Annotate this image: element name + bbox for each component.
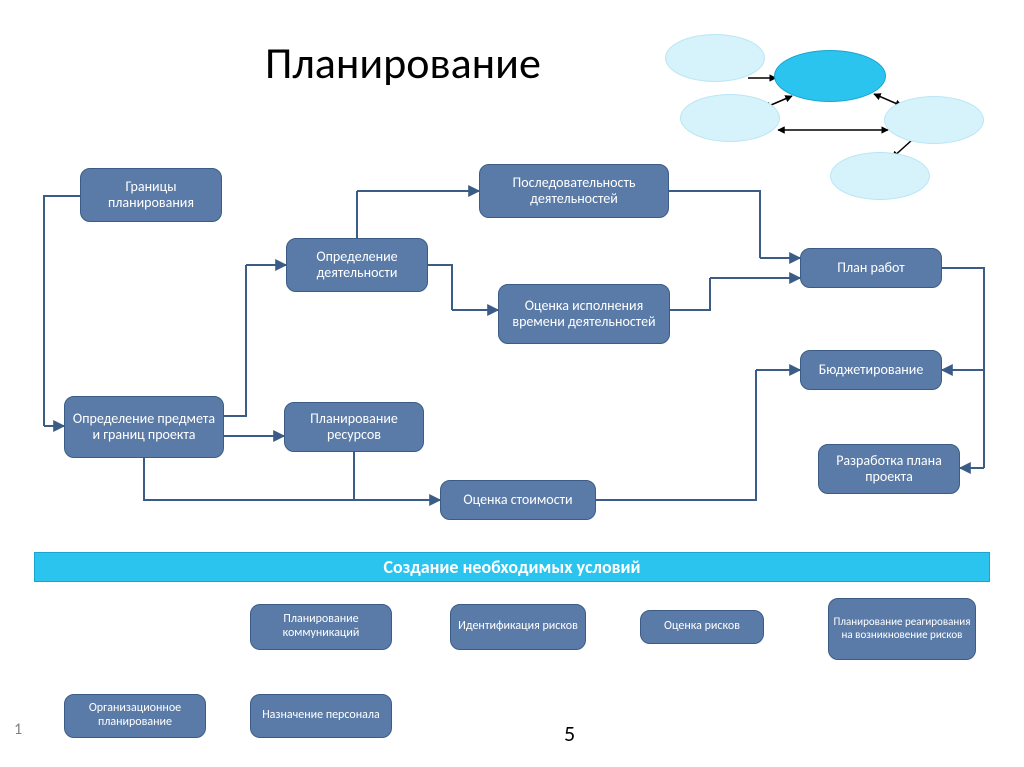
flow-node-org_plan: Организационное планирование — [64, 694, 206, 738]
flow-node-staff_assign: Назначение персонала — [250, 694, 392, 738]
left-footer-number: 1 — [14, 720, 22, 739]
conditions-banner: Создание необходимых условий — [34, 552, 990, 582]
page-number: 5 — [564, 720, 575, 747]
flow-node-boundaries: Границы планирования — [80, 168, 222, 222]
flow-node-comm_plan: Планирование коммуникаций — [250, 604, 392, 650]
flow-node-risk_id: Идентификация рисков — [450, 604, 586, 650]
deco-ellipse-4 — [830, 152, 930, 200]
deco-ellipse-1 — [774, 50, 886, 102]
flow-node-sequence: Последовательность деятельностей — [479, 164, 669, 218]
deco-ellipse-2 — [680, 94, 780, 142]
slide-title: Планирование — [265, 36, 541, 90]
deco-ellipse-0 — [665, 34, 765, 82]
flow-node-activity_def: Определение деятельности — [286, 238, 428, 292]
flow-node-budgeting: Бюджетирование — [800, 350, 942, 390]
flow-node-cost_est: Оценка стоимости — [440, 480, 596, 520]
flow-node-res_plan: Планирование ресурсов — [284, 402, 424, 452]
flow-node-risk_resp: Планирование реагирования на возникновен… — [828, 598, 976, 660]
flow-node-time_est: Оценка исполнения времени деятельностей — [498, 284, 670, 344]
flow-node-scope_def: Определение предмета и границ проекта — [64, 396, 224, 458]
deco-ellipse-3 — [884, 96, 984, 144]
flow-node-schedule: План работ — [800, 248, 942, 288]
flow-node-risk_assess: Оценка рисков — [640, 610, 764, 644]
flow-node-proj_plan: Разработка плана проекта — [818, 444, 960, 494]
